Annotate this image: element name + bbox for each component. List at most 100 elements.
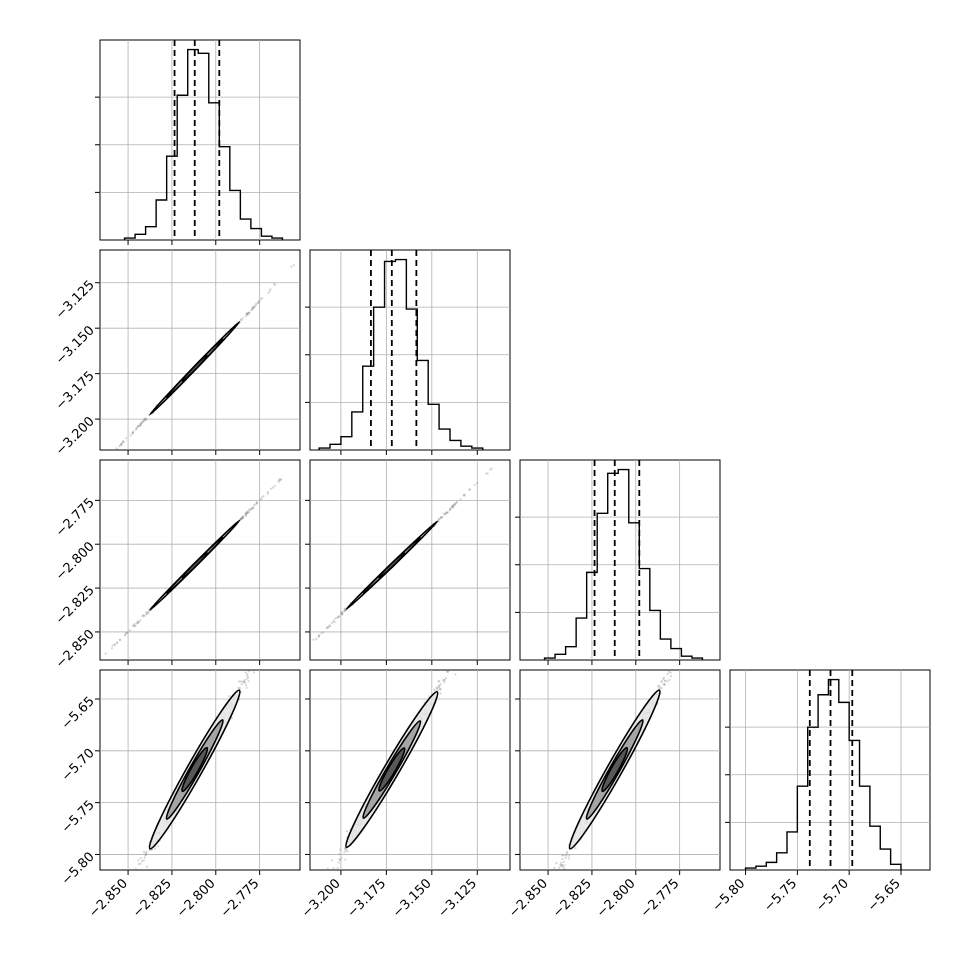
sample-point xyxy=(137,424,140,427)
sample-point xyxy=(124,633,127,637)
scatter-panel-0-2: −2.850−2.825−2.800−2.775 xyxy=(53,459,301,672)
sample-point xyxy=(663,676,666,680)
sample-point xyxy=(341,613,344,616)
sample-point xyxy=(240,517,243,520)
sample-point xyxy=(437,685,440,688)
x-tick-label: −5.70 xyxy=(813,876,852,915)
sample-point xyxy=(454,673,457,676)
sample-point xyxy=(439,683,442,686)
sample-point xyxy=(558,866,561,869)
sample-point xyxy=(240,319,243,322)
y-tick-label: −3.125 xyxy=(53,278,98,323)
x-tick-label: −5.65 xyxy=(865,876,904,915)
sample-point xyxy=(134,867,137,871)
sample-point xyxy=(267,291,270,295)
sample-point xyxy=(145,418,148,421)
scatter-panel-1-2 xyxy=(305,459,511,665)
sample-point xyxy=(141,420,144,423)
sample-point xyxy=(490,467,493,470)
sample-point xyxy=(660,679,664,683)
sample-point xyxy=(153,847,157,850)
y-tick-label: −2.825 xyxy=(53,583,98,628)
sample-point xyxy=(262,495,265,498)
sample-point xyxy=(253,504,256,507)
scatter-panel-2-3: −2.850 −2.825 −2.800 −2.775 xyxy=(506,669,721,921)
sample-point xyxy=(439,516,442,520)
sample-point xyxy=(254,503,257,506)
sample-point xyxy=(290,265,293,268)
hist-panel-2 xyxy=(515,459,721,665)
sample-point xyxy=(255,501,259,504)
sample-point xyxy=(257,300,261,303)
sample-point xyxy=(486,472,489,475)
sample-point xyxy=(143,419,146,422)
sample-point xyxy=(246,511,249,514)
sample-point xyxy=(137,862,140,866)
sample-point xyxy=(669,675,673,678)
sample-point xyxy=(252,306,255,310)
sample-point xyxy=(462,493,465,496)
sample-point xyxy=(438,518,441,521)
sample-point xyxy=(634,749,637,752)
sample-point xyxy=(337,616,340,619)
sample-point xyxy=(230,717,233,720)
sample-point xyxy=(131,431,134,434)
sample-point xyxy=(438,684,441,687)
sample-point xyxy=(668,678,671,681)
sample-point xyxy=(663,682,666,686)
sample-point xyxy=(142,420,145,423)
sample-point xyxy=(250,508,253,511)
sample-point xyxy=(436,686,439,689)
sample-point xyxy=(566,850,569,854)
sample-point xyxy=(132,625,135,628)
sample-point xyxy=(244,512,247,515)
sample-point xyxy=(120,442,123,446)
x-tick-label: −2.850 xyxy=(86,876,131,921)
contour-inner xyxy=(181,354,208,382)
sample-point xyxy=(269,487,272,490)
y-tick-label: −3.175 xyxy=(53,369,98,414)
sample-point xyxy=(136,621,139,624)
x-tick-label: −3.200 xyxy=(299,876,344,921)
sample-point xyxy=(440,515,443,519)
sample-point xyxy=(135,427,138,430)
sample-point xyxy=(445,511,448,514)
sample-point xyxy=(119,443,122,446)
sample-point xyxy=(251,305,254,308)
sample-point xyxy=(440,516,443,519)
sample-point xyxy=(139,424,142,427)
y-tick-label: −5.70 xyxy=(59,746,98,785)
sample-point xyxy=(326,626,329,629)
sample-point xyxy=(119,638,122,641)
sample-point xyxy=(250,507,253,510)
sample-point xyxy=(443,513,446,516)
sample-point xyxy=(125,631,128,634)
sample-point xyxy=(343,850,346,854)
sample-point xyxy=(660,681,663,684)
sample-point xyxy=(133,624,136,628)
sample-point xyxy=(257,301,260,304)
sample-point xyxy=(343,609,346,612)
sample-point xyxy=(433,688,436,691)
sample-point xyxy=(312,638,315,641)
sample-point xyxy=(134,624,137,627)
sample-point xyxy=(111,644,114,647)
sample-point xyxy=(245,686,248,689)
sample-point xyxy=(328,624,331,627)
sample-point xyxy=(240,518,243,521)
sample-point xyxy=(667,670,671,673)
sample-point xyxy=(246,311,249,314)
sample-point xyxy=(247,676,250,679)
sample-point xyxy=(139,424,142,427)
sample-point xyxy=(247,311,250,314)
sample-point xyxy=(562,854,565,857)
sample-point xyxy=(142,859,145,862)
contour-inner xyxy=(181,746,209,793)
y-tick-label: −5.65 xyxy=(59,694,98,733)
sample-point xyxy=(330,859,333,862)
sample-point xyxy=(261,297,264,300)
sample-point xyxy=(244,684,247,687)
sample-point xyxy=(239,518,242,521)
sample-point xyxy=(121,440,124,443)
sample-point xyxy=(239,680,242,683)
